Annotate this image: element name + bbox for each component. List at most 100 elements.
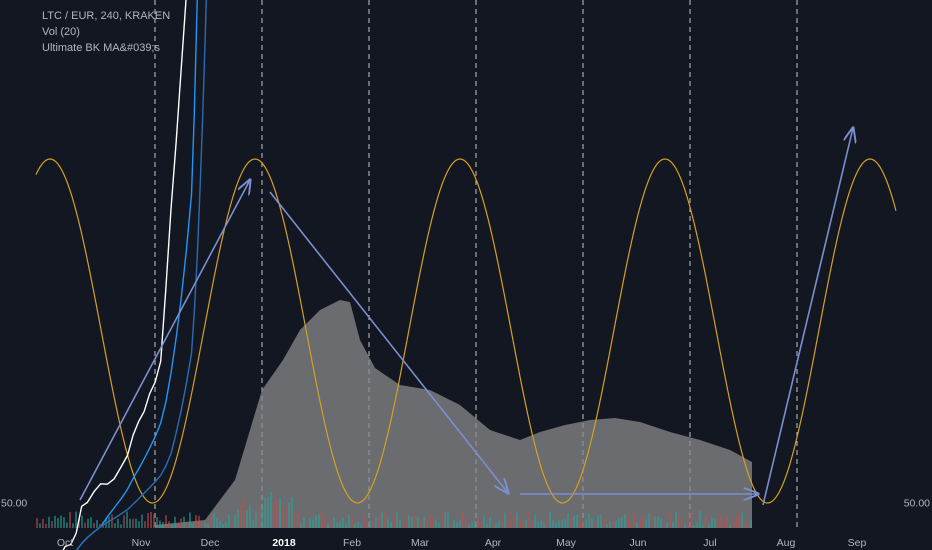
ma-indicator-label[interactable]: Ultimate BK MA&#039;s: [42, 42, 160, 54]
volume-bar: [285, 507, 287, 528]
volume-bar: [231, 522, 233, 528]
volume-bar: [378, 516, 380, 528]
volume-bar: [405, 516, 407, 528]
volume-bar: [654, 516, 656, 528]
volume-bar: [525, 519, 527, 528]
volume-bar: [510, 511, 512, 528]
volume-bar: [537, 521, 539, 528]
volume-bar: [540, 520, 542, 528]
volume-bar: [249, 504, 251, 528]
volume-bar: [318, 514, 320, 528]
volume-bar: [108, 516, 110, 528]
volume-bar: [282, 502, 284, 528]
volume-bar: [150, 512, 152, 528]
x-tick-label: 2018: [272, 537, 296, 549]
volume-bar: [459, 520, 461, 528]
volume-bar: [138, 521, 140, 528]
volume-bar: [399, 520, 401, 528]
volume-bar: [192, 524, 194, 528]
volume-bar: [81, 515, 83, 528]
cycle-sine-wave: [35, 158, 897, 504]
volume-bar: [447, 512, 449, 528]
volume-bar: [54, 515, 56, 528]
volume-bar: [120, 524, 122, 528]
volume-bar: [549, 511, 551, 528]
volume-bar: [708, 523, 710, 528]
volume-bar: [333, 517, 335, 528]
volume-bar: [264, 497, 266, 528]
volume-bar: [423, 517, 425, 528]
volume-bar: [111, 514, 113, 528]
volume-bar: [570, 517, 572, 528]
volume-bar: [270, 491, 272, 528]
x-tick-label: Jun: [630, 537, 647, 549]
volume-bar: [681, 519, 683, 528]
x-tick-label: Mar: [411, 537, 430, 549]
volume-bar: [330, 519, 332, 528]
x-tick-label: Dec: [201, 537, 220, 549]
volume-bar: [735, 514, 737, 528]
volume-bar: [312, 519, 314, 528]
volume-bar: [552, 520, 554, 528]
volume-bar: [699, 511, 701, 528]
volume-bar: [585, 518, 587, 528]
volume-bar: [369, 521, 371, 528]
volume-bar: [522, 524, 524, 528]
volume-bar: [219, 521, 221, 528]
volume-bar: [600, 514, 602, 528]
volume-bars: [36, 491, 752, 528]
volume-bar: [69, 511, 71, 528]
volume-bar: [66, 522, 68, 528]
volume-bar: [351, 517, 353, 528]
volume-bar: [474, 520, 476, 528]
volume-bar: [603, 518, 605, 528]
volume-bar: [594, 521, 596, 528]
chart-legend: LTC / EUR, 240, KRAKEN Vol (20) Ultimate…: [42, 8, 170, 56]
x-tick-label: Oct: [57, 537, 73, 549]
volume-bar: [210, 517, 212, 528]
volume-bar: [153, 514, 155, 528]
volume-bar: [468, 524, 470, 528]
volume-bar: [633, 513, 635, 528]
volume-bar: [714, 518, 716, 528]
volume-bar: [36, 518, 38, 528]
volume-bar: [609, 521, 611, 528]
volume-bar: [198, 515, 200, 528]
volume-bar: [711, 518, 713, 528]
volume-bar: [234, 514, 236, 528]
volume-bar: [651, 513, 653, 528]
volume-bar: [390, 522, 392, 528]
volume-bar: [354, 523, 356, 528]
x-tick-label: Jul: [703, 537, 716, 549]
volume-bar: [228, 513, 230, 528]
volume-bar: [99, 523, 101, 528]
volume-bar: [420, 520, 422, 528]
volume-bar: [393, 514, 395, 528]
volume-bar: [207, 523, 209, 528]
volume-bar: [201, 521, 203, 528]
volume-bar: [453, 520, 455, 528]
volume-bar: [366, 524, 368, 528]
volume-bar: [126, 511, 128, 528]
volume-bar: [132, 518, 134, 528]
x-tick-label: Apr: [485, 537, 502, 549]
volume-bar: [462, 511, 464, 528]
volume-bar: [561, 520, 563, 528]
volume-bar: [435, 519, 437, 528]
volume-bar: [90, 517, 92, 528]
volume-bar: [60, 515, 62, 528]
symbol-title[interactable]: LTC / EUR, 240, KRAKEN: [42, 10, 171, 22]
volume-bar: [204, 522, 206, 528]
volume-bar: [567, 513, 569, 528]
volume-bar: [429, 514, 431, 528]
volume-bar: [678, 514, 680, 528]
volume-bar: [582, 521, 584, 528]
volume-bar: [483, 515, 485, 528]
y-tick-label-right: 50.00: [904, 498, 930, 510]
x-tick-label: Nov: [132, 537, 151, 549]
volume-bar: [306, 524, 308, 528]
volume-bar: [240, 504, 242, 528]
volume-bar: [573, 515, 575, 528]
volume-indicator-label[interactable]: Vol (20): [42, 26, 80, 38]
